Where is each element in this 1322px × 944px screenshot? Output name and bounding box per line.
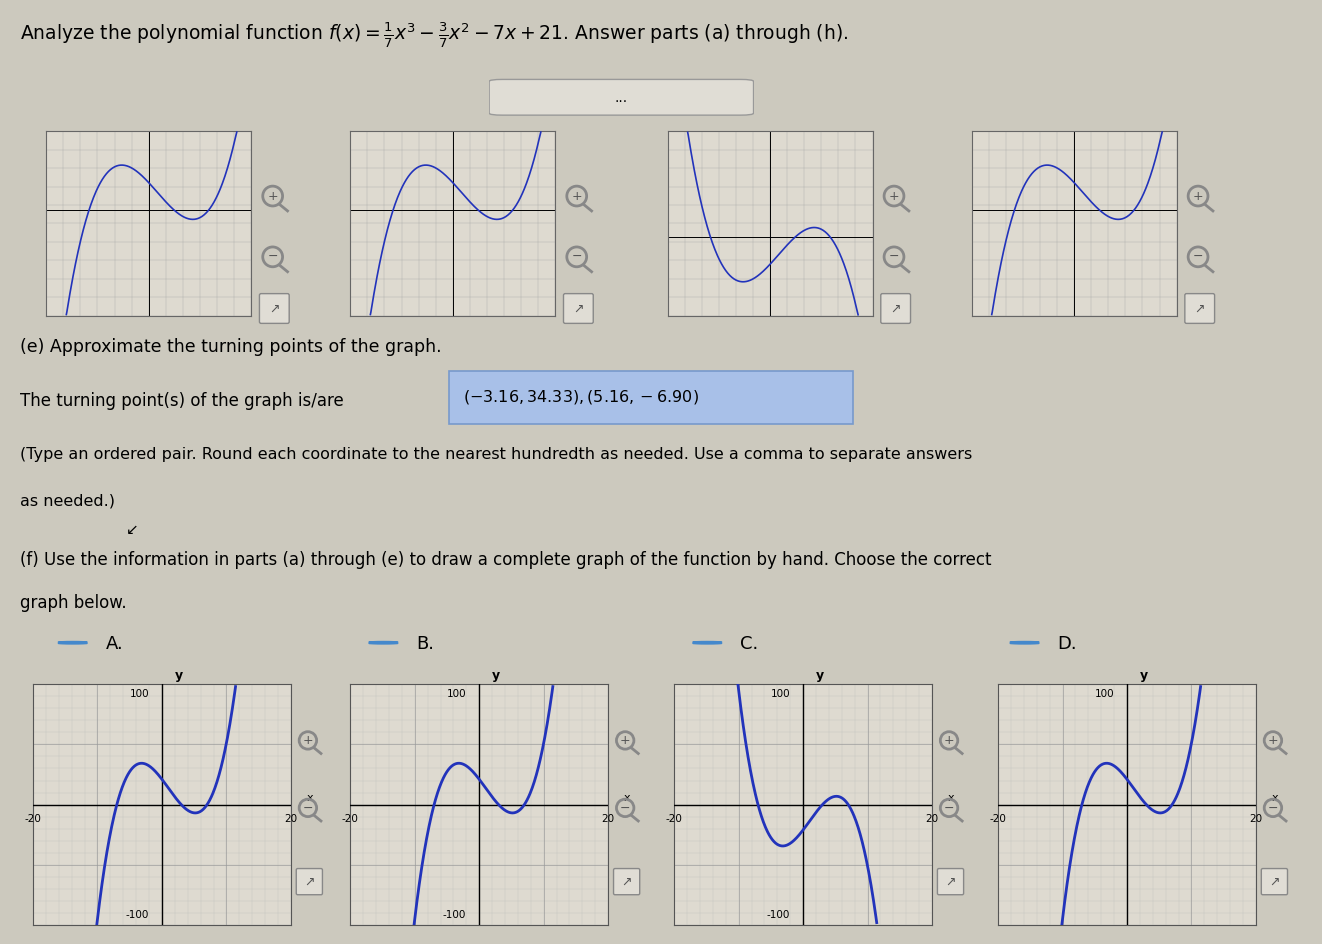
- Text: +: +: [1192, 190, 1203, 202]
- Text: ↗: ↗: [1195, 303, 1204, 315]
- Text: +: +: [571, 190, 582, 202]
- Text: C.: C.: [740, 634, 759, 652]
- Text: (e) Approximate the turning points of the graph.: (e) Approximate the turning points of th…: [20, 337, 442, 355]
- Text: −: −: [944, 801, 954, 814]
- Text: 100: 100: [771, 688, 791, 698]
- Text: ↗: ↗: [945, 875, 956, 888]
- Text: −: −: [267, 250, 278, 263]
- Text: +: +: [888, 190, 899, 202]
- Text: A.: A.: [106, 634, 123, 652]
- Text: −: −: [1192, 250, 1203, 263]
- FancyBboxPatch shape: [613, 868, 640, 895]
- Text: ↗: ↗: [270, 303, 279, 315]
- Text: $( - 3.16, 34.33),(5.16, - 6.90)$: $( - 3.16, 34.33),(5.16, - 6.90)$: [463, 387, 698, 405]
- Text: x: x: [307, 792, 313, 802]
- Text: 20: 20: [1249, 813, 1263, 823]
- FancyBboxPatch shape: [563, 295, 594, 324]
- Text: y: y: [492, 668, 500, 682]
- FancyBboxPatch shape: [1261, 868, 1288, 895]
- Text: +: +: [267, 190, 278, 202]
- Text: -100: -100: [767, 909, 791, 919]
- Text: -100: -100: [126, 909, 149, 919]
- Text: ↗: ↗: [304, 875, 315, 888]
- Text: The turning point(s) of the graph is/are: The turning point(s) of the graph is/are: [20, 392, 344, 410]
- FancyBboxPatch shape: [937, 868, 964, 895]
- FancyBboxPatch shape: [1185, 295, 1215, 324]
- Text: -20: -20: [666, 813, 682, 823]
- Text: −: −: [571, 250, 582, 263]
- Text: ↗: ↗: [1269, 875, 1280, 888]
- Text: x: x: [1272, 792, 1278, 802]
- Text: −: −: [620, 801, 631, 814]
- FancyBboxPatch shape: [449, 372, 853, 425]
- Text: -20: -20: [342, 813, 358, 823]
- Text: D.: D.: [1058, 634, 1077, 652]
- Text: 20: 20: [925, 813, 939, 823]
- Text: +: +: [303, 733, 313, 747]
- Text: -100: -100: [443, 909, 467, 919]
- Text: 100: 100: [130, 688, 149, 698]
- FancyBboxPatch shape: [259, 295, 290, 324]
- Text: ↗: ↗: [574, 303, 583, 315]
- FancyBboxPatch shape: [880, 295, 911, 324]
- Text: y: y: [175, 668, 182, 682]
- Text: y: y: [816, 668, 824, 682]
- Text: y: y: [1140, 668, 1147, 682]
- Text: 100: 100: [447, 688, 467, 698]
- Text: x: x: [624, 792, 631, 802]
- Text: ↙: ↙: [126, 521, 139, 536]
- Text: as needed.): as needed.): [20, 493, 115, 508]
- Text: ↗: ↗: [891, 303, 900, 315]
- Text: (Type an ordered pair. Round each coordinate to the nearest hundredth as needed.: (Type an ordered pair. Round each coordi…: [20, 447, 972, 462]
- Text: Analyze the polynomial function $f(x)=\frac{1}{7}x^3-\frac{3}{7}x^2-7x+21$. Answ: Analyze the polynomial function $f(x)=\f…: [20, 21, 849, 50]
- Text: +: +: [1268, 733, 1278, 747]
- Text: (f) Use the information in parts (a) through (e) to draw a complete graph of the: (f) Use the information in parts (a) thr…: [20, 550, 992, 568]
- FancyBboxPatch shape: [296, 868, 323, 895]
- Text: 20: 20: [284, 813, 297, 823]
- Text: -20: -20: [25, 813, 41, 823]
- Text: graph below.: graph below.: [20, 594, 127, 612]
- Text: x: x: [948, 792, 954, 802]
- Text: ↗: ↗: [621, 875, 632, 888]
- Text: +: +: [620, 733, 631, 747]
- Text: −: −: [303, 801, 313, 814]
- Text: −: −: [1268, 801, 1278, 814]
- Text: −: −: [888, 250, 899, 263]
- Text: 100: 100: [1095, 688, 1114, 698]
- FancyBboxPatch shape: [489, 80, 754, 116]
- Text: 20: 20: [602, 813, 615, 823]
- Text: +: +: [944, 733, 954, 747]
- Text: B.: B.: [416, 634, 435, 652]
- Text: ...: ...: [615, 92, 628, 105]
- Text: -20: -20: [990, 813, 1006, 823]
